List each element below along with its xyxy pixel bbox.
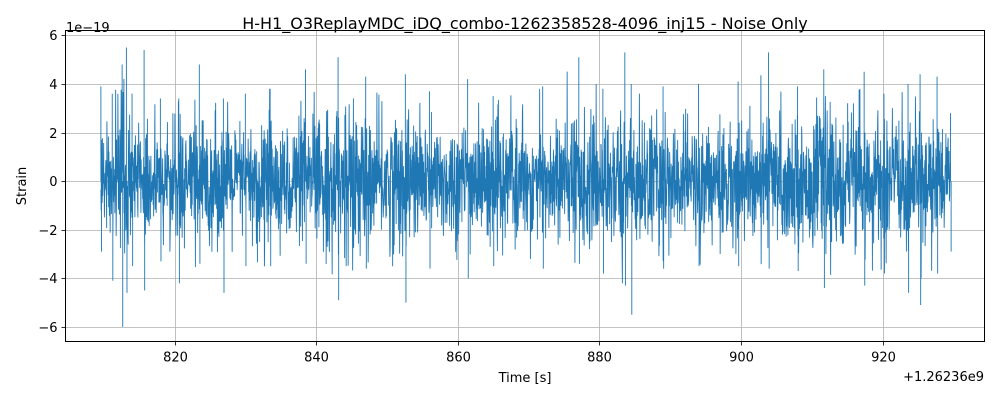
chart-title: H-H1_O3ReplayMDC_iDQ_combo-1262358528-40… (242, 14, 808, 34)
x-tick-label: 840 (304, 351, 329, 366)
y-tick-label: −6 (38, 321, 57, 336)
x-tick-label: 860 (446, 351, 471, 366)
plot-frame (65, 30, 985, 342)
y-axis-ticks: −6 −4 −2 0 2 4 6 (38, 29, 66, 336)
series-layer (100, 47, 952, 327)
y-tick-label: 4 (49, 78, 57, 93)
y-tick-label: −2 (38, 224, 57, 239)
y-tick-label: 2 (49, 127, 57, 142)
y-axis-label: Strain (15, 167, 30, 206)
x-tick-label: 880 (587, 351, 612, 366)
strain-series-line (100, 47, 952, 327)
y-scale-label: 1e−19 (66, 21, 110, 36)
x-tick-label: 900 (729, 351, 754, 366)
x-offset-label: +1.26236e9 (903, 370, 984, 385)
x-axis-ticks: 820 840 860 880 900 920 (163, 341, 896, 366)
y-tick-label: 6 (49, 29, 57, 44)
y-tick-label: −4 (38, 272, 57, 287)
x-tick-label: 920 (871, 351, 896, 366)
x-axis-label: Time [s] (498, 371, 552, 386)
x-tick-label: 820 (163, 351, 188, 366)
y-tick-label: 0 (49, 175, 57, 190)
